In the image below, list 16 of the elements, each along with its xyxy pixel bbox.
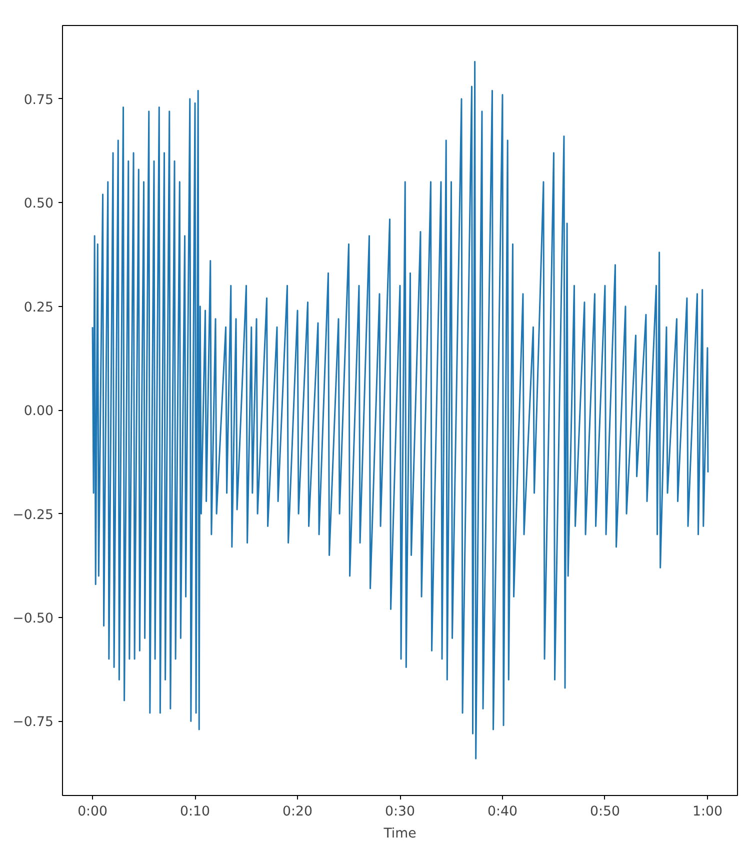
y-tick-label: 0.25 bbox=[24, 300, 54, 316]
x-tick-label: 0:40 bbox=[488, 804, 518, 820]
y-tick-label: 0.75 bbox=[24, 92, 54, 108]
x-tick-label: 0:30 bbox=[385, 804, 415, 820]
x-tick-label: 0:10 bbox=[180, 804, 210, 820]
y-tick-label: 0.00 bbox=[24, 404, 54, 420]
x-axis-title: Time bbox=[382, 826, 416, 842]
x-tick-label: 1:00 bbox=[692, 804, 722, 820]
y-tick-label: −0.50 bbox=[12, 612, 54, 627]
y-tick-label: 0.50 bbox=[24, 196, 54, 212]
line-series bbox=[92, 60, 709, 760]
x-tick-label: 0:20 bbox=[282, 804, 312, 820]
x-tick-label: 0:00 bbox=[78, 804, 108, 820]
y-tick-label: −0.25 bbox=[12, 508, 54, 523]
x-tick-label: 0:50 bbox=[590, 804, 620, 820]
y-tick-label: −0.75 bbox=[12, 715, 54, 730]
